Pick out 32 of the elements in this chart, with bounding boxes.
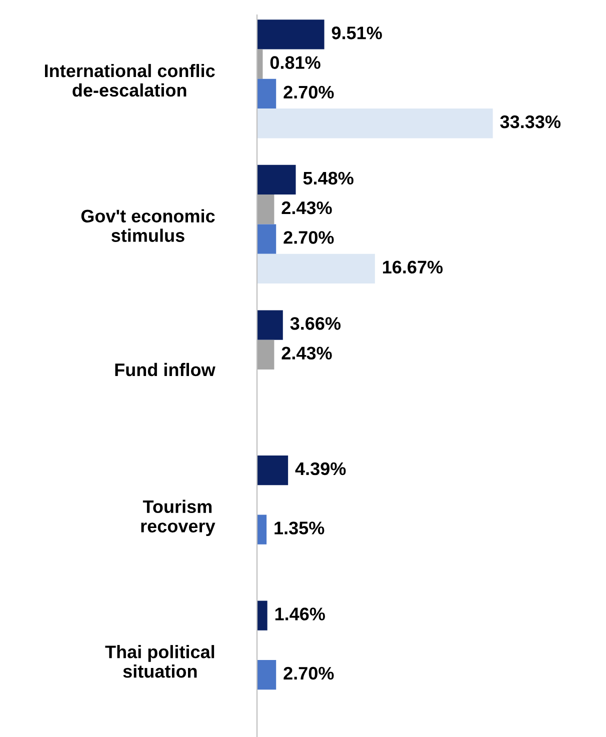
- data-label: 3.66%: [290, 317, 341, 330]
- y-tick-label: Fund inflow: [115, 362, 216, 376]
- y-tick-label: Thai political situation: [105, 645, 214, 678]
- bar: [257, 20, 324, 50]
- data-label: 2.43%: [282, 201, 332, 214]
- data-label: 2.70%: [284, 231, 334, 244]
- bar: [257, 514, 267, 544]
- data-label: 16.67%: [383, 260, 443, 274]
- data-label: 0.81%: [270, 56, 320, 69]
- bar: [257, 600, 268, 630]
- bar: [257, 340, 274, 370]
- data-label: 1.46%: [275, 608, 325, 620]
- bar: [257, 108, 493, 138]
- bar: [257, 224, 276, 254]
- data-label: 33.33%: [500, 115, 561, 128]
- y-tick-label: Tourism recovery: [141, 500, 216, 536]
- data-label: 2.70%: [284, 86, 334, 99]
- data-label: 2.43%: [282, 346, 332, 360]
- bar: [257, 164, 296, 195]
- bar: [257, 194, 274, 224]
- y-tick-label: Gov't economic stimulus: [81, 209, 215, 242]
- y-tick-label: International conflic de-escalation: [45, 64, 215, 97]
- data-label: 9.51%: [332, 26, 382, 40]
- data-label: 2.70%: [284, 666, 334, 680]
- data-label: 5.48%: [303, 172, 354, 185]
- data-label: 4.39%: [295, 462, 346, 476]
- bar: [257, 310, 283, 340]
- bar: [257, 78, 276, 109]
- bar: [257, 660, 276, 690]
- data-label: 1.35%: [274, 522, 324, 534]
- bar: [257, 254, 375, 284]
- bar: [257, 455, 288, 486]
